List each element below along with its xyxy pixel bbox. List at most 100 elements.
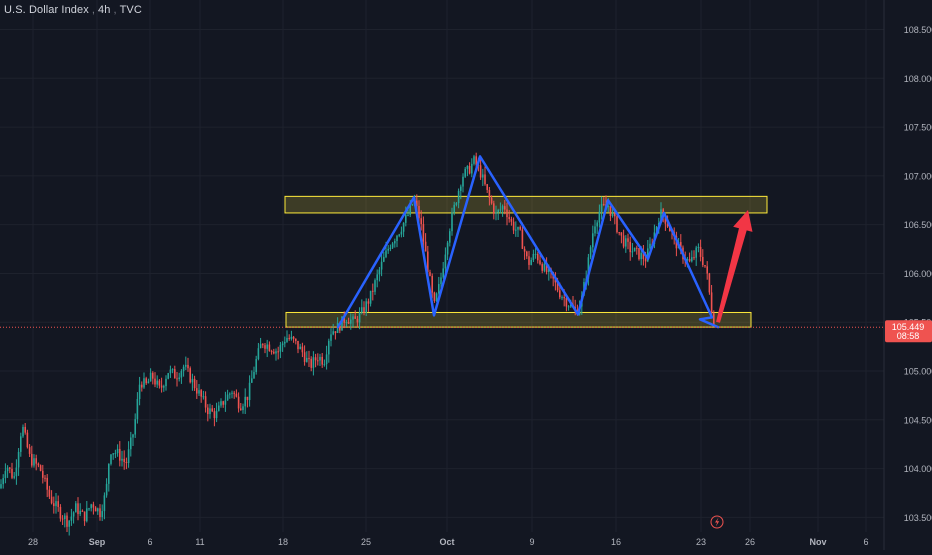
- time-axis[interactable]: 28 Sep 6 11 18 25 Oct 9 16 23 26 Nov 6: [28, 537, 869, 547]
- candle-body-down: [233, 392, 235, 394]
- candle-body-down: [154, 378, 156, 385]
- candle-body-up: [134, 419, 136, 435]
- candle-body-up: [402, 222, 405, 232]
- candle-body-up: [473, 156, 475, 164]
- candle-body-down: [200, 390, 202, 397]
- candle-body-up: [369, 290, 372, 304]
- candle-body-down: [666, 223, 669, 227]
- candle-body-down: [268, 344, 271, 352]
- candle-body-up: [655, 226, 658, 233]
- candle-body-up: [149, 372, 152, 382]
- candle-body-up: [444, 254, 447, 269]
- candle-body-down: [308, 357, 310, 359]
- candle-body-down: [699, 246, 702, 257]
- y-tick-label: 103.500: [904, 513, 932, 523]
- candle-body-up: [567, 306, 570, 308]
- candle-body-down: [273, 351, 275, 354]
- candle-body-up: [169, 369, 172, 374]
- candle-body-down: [39, 465, 42, 471]
- candle-body-down: [152, 372, 154, 379]
- candle-body-up: [13, 476, 15, 478]
- candle-body-up: [600, 203, 603, 212]
- candle-body-down: [317, 360, 319, 362]
- candle-body-up: [171, 369, 174, 371]
- symbol-title[interactable]: U.S. Dollar Index, 4h, TVC: [4, 4, 142, 16]
- candle-body-down: [94, 507, 97, 512]
- candle-body-up: [532, 253, 535, 260]
- candle-body-down: [66, 515, 68, 527]
- candle-body-down: [26, 432, 29, 448]
- candle-body-down: [556, 282, 559, 291]
- candle-body-down: [57, 501, 59, 507]
- candle-body-up: [376, 274, 378, 281]
- candle-body-up: [105, 483, 108, 496]
- candle-body-up: [631, 251, 634, 253]
- candle-body-up: [2, 478, 4, 485]
- candle-body-down: [9, 467, 11, 469]
- x-tick-label: 9: [529, 537, 534, 547]
- candle-body-down: [174, 369, 176, 379]
- candle-body-down: [713, 313, 715, 325]
- candle-body-up: [405, 214, 407, 223]
- candle-body-up: [391, 243, 394, 248]
- candle-body-down: [636, 247, 638, 249]
- symbol-name: U.S. Dollar Index: [4, 4, 89, 16]
- candle-body-down: [565, 297, 568, 307]
- x-tick-label: 18: [278, 537, 288, 547]
- y-tick-label: 104.000: [904, 464, 932, 474]
- candle-body-up: [101, 511, 103, 518]
- x-tick-label: 16: [611, 537, 621, 547]
- candle-body-up: [220, 401, 222, 406]
- price-axis[interactable]: 103.500104.000104.500105.000105.500106.0…: [883, 0, 932, 550]
- title-separator: ,: [91, 4, 96, 16]
- candle-body-up: [358, 312, 361, 323]
- candle-body-up: [97, 508, 99, 512]
- candle-body-up: [182, 366, 185, 372]
- candle-body-up: [471, 163, 473, 174]
- candle-body-down: [61, 518, 64, 520]
- y-tick-label: 106.500: [904, 220, 932, 230]
- candle-body-down: [510, 218, 513, 222]
- candle-body-down: [356, 318, 359, 323]
- candle-body-up: [244, 396, 246, 407]
- candle-body-up: [398, 234, 400, 236]
- candle-body-down: [288, 337, 290, 339]
- candle-body-down: [204, 396, 207, 408]
- y-tick-label: 105.000: [904, 367, 932, 377]
- candle-body-down: [708, 273, 711, 293]
- candle-body-up: [361, 307, 363, 313]
- candle-body-down: [539, 260, 541, 265]
- candle-body-up: [438, 284, 440, 294]
- candle-body-up: [460, 186, 462, 191]
- candle-body-down: [301, 346, 304, 353]
- candle-body-down: [554, 278, 557, 283]
- candle-body-up: [284, 341, 286, 344]
- candle-body-up: [625, 238, 627, 247]
- candle-body-down: [44, 477, 46, 479]
- candle-body-up: [647, 248, 649, 262]
- candle-body-down: [563, 297, 565, 299]
- candle-body-down: [526, 251, 528, 257]
- candle-body-up: [365, 301, 367, 313]
- candle-body-down: [158, 380, 161, 386]
- candle-body-up: [350, 319, 352, 324]
- candle-body-down: [334, 331, 337, 333]
- candle-body-down: [246, 396, 249, 401]
- marker-layer[interactable]: [710, 515, 724, 529]
- candle-body-down: [81, 510, 84, 512]
- lightning-icon[interactable]: [710, 515, 724, 529]
- candle-body-down: [559, 290, 561, 298]
- y-tick-label: 108.000: [904, 74, 932, 84]
- candle-body-up: [660, 209, 662, 223]
- candle-body-up: [611, 213, 614, 216]
- candle-body-up: [6, 467, 9, 472]
- candle-body-down: [145, 378, 147, 384]
- candle-body-up: [185, 364, 187, 367]
- candle-body-up: [138, 384, 141, 399]
- candle-body-down: [277, 351, 279, 353]
- candle-body-up: [587, 257, 590, 279]
- candle-body-down: [664, 216, 667, 224]
- candle-body-up: [275, 351, 277, 354]
